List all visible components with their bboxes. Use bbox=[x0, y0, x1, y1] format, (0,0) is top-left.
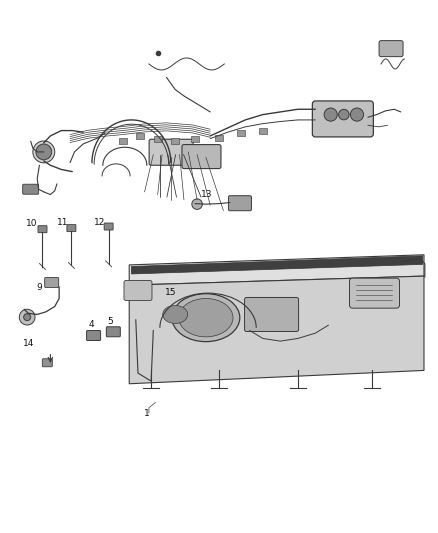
Circle shape bbox=[192, 199, 202, 209]
Text: 9: 9 bbox=[36, 284, 42, 292]
Polygon shape bbox=[129, 255, 424, 285]
FancyBboxPatch shape bbox=[124, 280, 152, 301]
FancyBboxPatch shape bbox=[42, 359, 52, 367]
Text: 5: 5 bbox=[107, 317, 113, 326]
Ellipse shape bbox=[162, 305, 188, 324]
Text: 13: 13 bbox=[201, 190, 212, 199]
FancyBboxPatch shape bbox=[379, 41, 403, 56]
Polygon shape bbox=[131, 256, 423, 274]
Bar bbox=[136, 133, 144, 139]
FancyBboxPatch shape bbox=[23, 184, 39, 194]
Circle shape bbox=[24, 313, 31, 321]
Text: 11: 11 bbox=[57, 219, 68, 227]
FancyBboxPatch shape bbox=[312, 101, 373, 137]
Circle shape bbox=[350, 108, 364, 121]
Bar bbox=[191, 135, 199, 142]
FancyBboxPatch shape bbox=[244, 297, 299, 332]
Text: 12: 12 bbox=[94, 219, 106, 227]
FancyBboxPatch shape bbox=[350, 278, 399, 308]
FancyBboxPatch shape bbox=[104, 223, 113, 230]
Ellipse shape bbox=[172, 294, 240, 342]
FancyBboxPatch shape bbox=[229, 196, 251, 211]
FancyBboxPatch shape bbox=[106, 327, 120, 337]
Text: 10: 10 bbox=[26, 220, 37, 228]
Bar bbox=[259, 127, 267, 134]
Text: 15: 15 bbox=[165, 288, 177, 296]
FancyBboxPatch shape bbox=[38, 225, 47, 233]
Text: 14: 14 bbox=[23, 340, 34, 348]
Circle shape bbox=[36, 144, 52, 160]
FancyBboxPatch shape bbox=[182, 144, 221, 168]
Circle shape bbox=[339, 109, 349, 120]
Text: 1: 1 bbox=[144, 409, 150, 417]
Bar bbox=[171, 138, 179, 144]
Circle shape bbox=[19, 309, 35, 325]
Bar bbox=[237, 130, 245, 136]
Bar bbox=[154, 135, 162, 142]
Bar bbox=[119, 138, 127, 144]
Bar bbox=[215, 134, 223, 141]
Polygon shape bbox=[129, 276, 424, 384]
Circle shape bbox=[324, 108, 337, 121]
FancyBboxPatch shape bbox=[67, 224, 76, 232]
FancyBboxPatch shape bbox=[149, 139, 193, 165]
Circle shape bbox=[33, 141, 55, 163]
FancyBboxPatch shape bbox=[87, 330, 101, 341]
Text: 4: 4 bbox=[88, 320, 94, 328]
Ellipse shape bbox=[179, 298, 233, 337]
FancyBboxPatch shape bbox=[45, 278, 59, 287]
